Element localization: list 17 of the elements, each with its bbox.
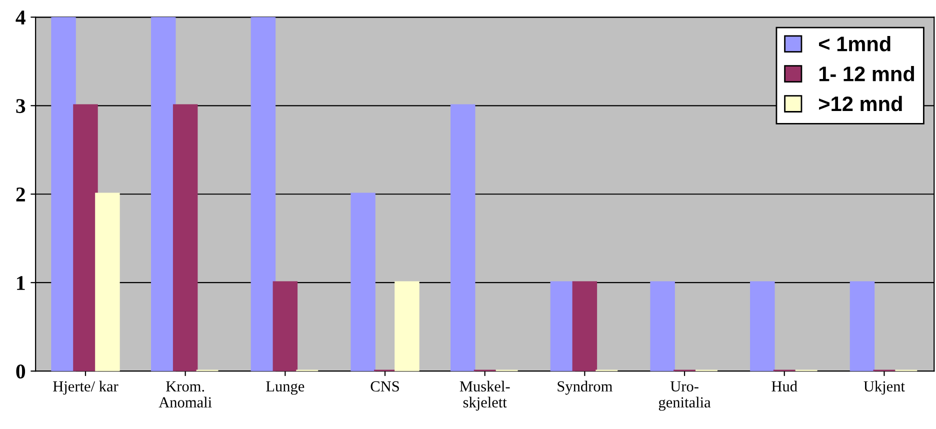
x-tick-label: Hud [772, 380, 798, 392]
y-tick-label: 0 [16, 364, 26, 379]
x-tick-label: Hjerte/ kar [53, 380, 118, 395]
x-tick-label: Uro- genitalia [658, 381, 711, 411]
y-tick-label: 1 [17, 276, 25, 290]
x-tick-label: Lunge [266, 381, 304, 395]
x-tick-label: Ukjent [864, 380, 905, 395]
legend-label: 1- 12 mnd [819, 66, 914, 82]
x-tick-label: Krom. Anomali [158, 381, 212, 408]
legend-label: < 1mnd [819, 36, 890, 52]
x-tick-label: CNS [370, 381, 399, 392]
x-tick-label: Muskel- skjelett [460, 380, 510, 411]
y-tick-label: 4 [16, 10, 26, 24]
x-tick-label: Syndrom [558, 380, 612, 395]
legend-label: >12 mnd [819, 96, 902, 112]
y-tick-label: 2 [16, 188, 25, 202]
y-tick-label: 3 [16, 99, 26, 114]
